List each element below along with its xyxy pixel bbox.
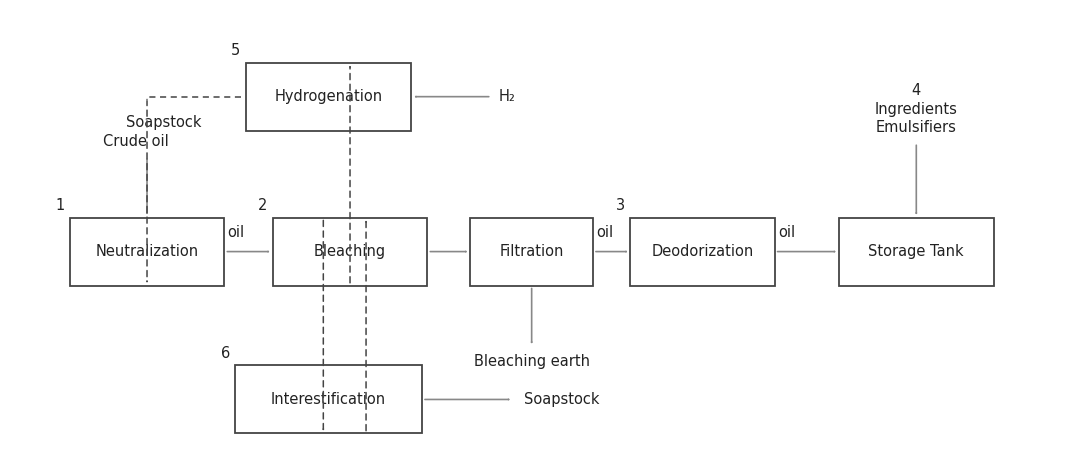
Text: 3: 3	[616, 198, 625, 213]
Text: 2: 2	[258, 198, 267, 213]
Text: Storage Tank: Storage Tank	[869, 244, 964, 259]
FancyBboxPatch shape	[630, 218, 774, 285]
FancyBboxPatch shape	[273, 218, 427, 285]
Text: Bleaching earth: Bleaching earth	[474, 354, 590, 369]
Text: Bleaching: Bleaching	[314, 244, 386, 259]
Text: Hydrogenation: Hydrogenation	[275, 89, 382, 104]
Text: 4
Ingredients
Emulsifiers: 4 Ingredients Emulsifiers	[875, 83, 958, 135]
Text: H₂: H₂	[499, 89, 516, 104]
Text: Interestification: Interestification	[271, 392, 387, 407]
FancyBboxPatch shape	[70, 218, 224, 285]
FancyBboxPatch shape	[246, 63, 411, 131]
Text: Soapstock: Soapstock	[126, 115, 201, 131]
FancyBboxPatch shape	[839, 218, 993, 285]
Text: oil: oil	[228, 225, 245, 240]
Text: Crude oil: Crude oil	[103, 134, 170, 150]
Text: 1: 1	[55, 198, 64, 213]
Text: Deodorization: Deodorization	[652, 244, 754, 259]
Text: 5: 5	[231, 43, 241, 58]
Text: Neutralization: Neutralization	[96, 244, 199, 259]
Text: Soapstock: Soapstock	[524, 392, 599, 407]
FancyBboxPatch shape	[235, 365, 422, 434]
Text: oil: oil	[596, 225, 613, 240]
Text: Filtration: Filtration	[499, 244, 564, 259]
Text: oil: oil	[778, 225, 795, 240]
FancyBboxPatch shape	[470, 218, 593, 285]
Text: 6: 6	[220, 346, 230, 361]
